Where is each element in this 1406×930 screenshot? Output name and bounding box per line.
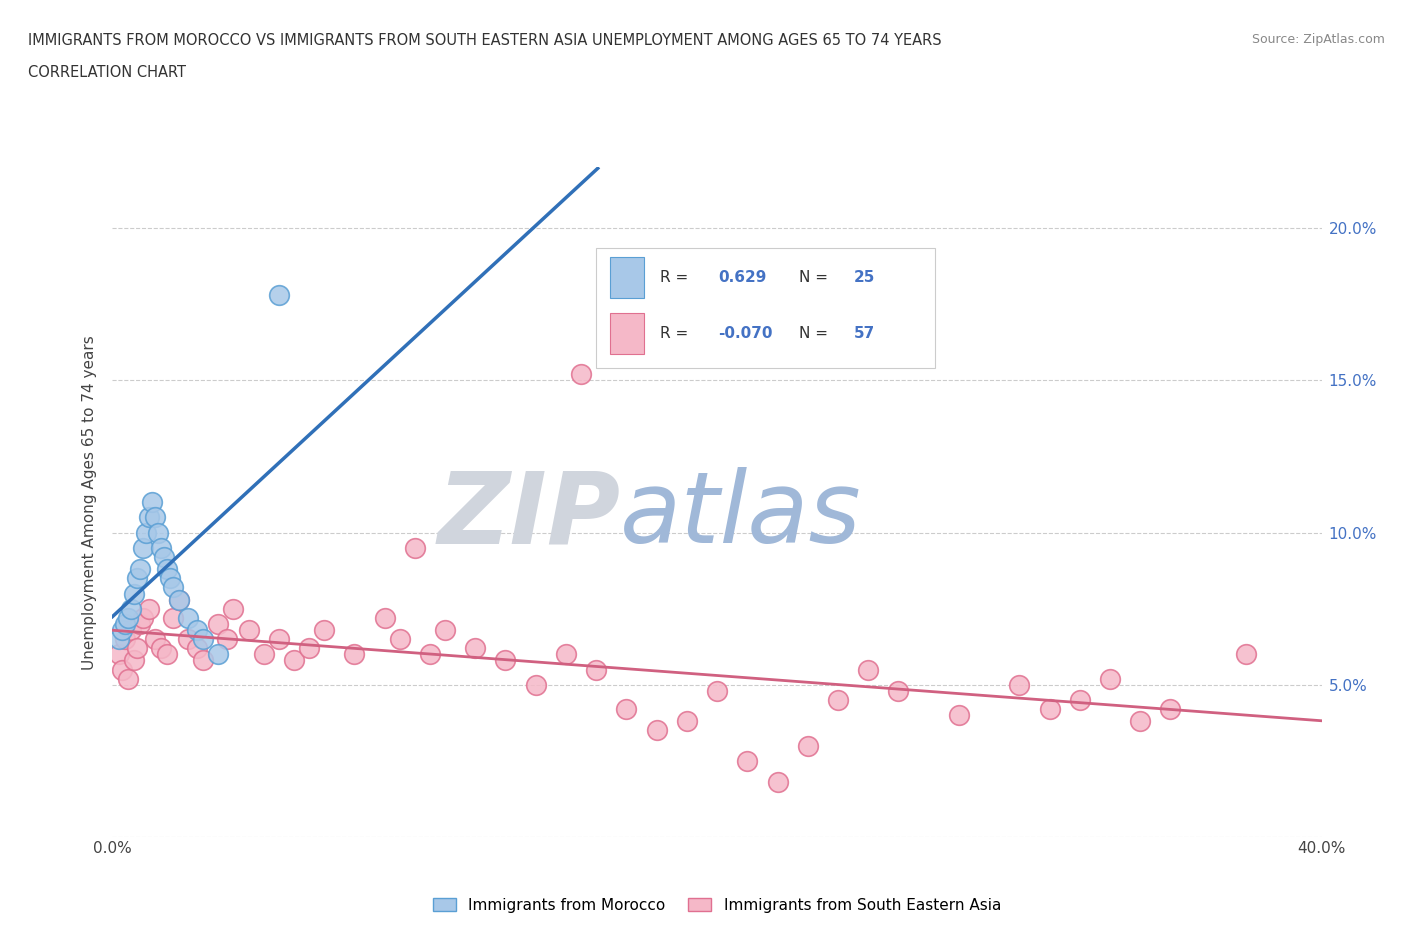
Point bbox=[153, 550, 176, 565]
Point bbox=[114, 617, 136, 631]
Text: Source: ZipAtlas.com: Source: ZipAtlas.com bbox=[1251, 33, 1385, 46]
Point bbox=[298, 641, 321, 656]
Point bbox=[128, 562, 150, 577]
Point bbox=[191, 631, 214, 646]
Point bbox=[207, 647, 229, 662]
Point bbox=[796, 738, 818, 753]
Point bbox=[207, 617, 229, 631]
Point bbox=[554, 647, 576, 662]
Point bbox=[162, 610, 184, 625]
Point bbox=[645, 723, 668, 737]
Point bbox=[135, 525, 157, 540]
Point bbox=[114, 631, 136, 646]
Point bbox=[766, 775, 789, 790]
Point bbox=[675, 714, 697, 729]
Point bbox=[856, 662, 880, 677]
Point bbox=[186, 641, 208, 656]
Point bbox=[122, 586, 145, 601]
Point bbox=[122, 653, 145, 668]
Point bbox=[128, 617, 150, 631]
Point bbox=[156, 647, 179, 662]
Point bbox=[117, 671, 139, 686]
Point bbox=[524, 677, 547, 692]
Point bbox=[1008, 677, 1031, 692]
Point bbox=[464, 641, 486, 656]
Point bbox=[132, 610, 155, 625]
Text: IMMIGRANTS FROM MOROCCO VS IMMIGRANTS FROM SOUTH EASTERN ASIA UNEMPLOYMENT AMONG: IMMIGRANTS FROM MOROCCO VS IMMIGRANTS FR… bbox=[28, 33, 942, 47]
Point bbox=[146, 525, 169, 540]
Point bbox=[110, 662, 132, 677]
Point bbox=[314, 622, 336, 637]
Point bbox=[149, 540, 172, 555]
Point bbox=[110, 622, 132, 637]
Point bbox=[132, 540, 155, 555]
Point bbox=[217, 631, 239, 646]
Point bbox=[374, 610, 396, 625]
Legend: Immigrants from Morocco, Immigrants from South Eastern Asia: Immigrants from Morocco, Immigrants from… bbox=[427, 892, 1007, 919]
Point bbox=[138, 510, 160, 525]
Text: atlas: atlas bbox=[620, 467, 862, 565]
Point bbox=[138, 602, 160, 617]
Point bbox=[283, 653, 305, 668]
Point bbox=[159, 571, 181, 586]
Point bbox=[1159, 702, 1181, 717]
Point bbox=[238, 622, 260, 637]
Point bbox=[191, 653, 214, 668]
Point bbox=[569, 367, 592, 382]
Point bbox=[1038, 702, 1062, 717]
Point bbox=[827, 693, 849, 708]
Point bbox=[1234, 647, 1257, 662]
Point bbox=[120, 622, 142, 637]
Point bbox=[120, 602, 142, 617]
Point bbox=[585, 662, 607, 677]
Point bbox=[388, 631, 411, 646]
Point bbox=[167, 592, 190, 607]
Point bbox=[143, 631, 166, 646]
Point bbox=[267, 631, 290, 646]
Point bbox=[404, 540, 426, 555]
Point bbox=[737, 753, 759, 768]
Y-axis label: Unemployment Among Ages 65 to 74 years: Unemployment Among Ages 65 to 74 years bbox=[82, 335, 97, 670]
Point bbox=[177, 631, 200, 646]
Point bbox=[117, 610, 139, 625]
Point bbox=[125, 641, 148, 656]
Point bbox=[1129, 714, 1152, 729]
Point bbox=[186, 622, 208, 637]
Point bbox=[156, 562, 179, 577]
Point bbox=[253, 647, 276, 662]
Point bbox=[222, 602, 245, 617]
Point bbox=[162, 580, 184, 595]
Point bbox=[948, 708, 970, 723]
Point bbox=[177, 610, 200, 625]
Point bbox=[887, 684, 910, 698]
Point bbox=[495, 653, 517, 668]
Point bbox=[125, 571, 148, 586]
Point bbox=[433, 622, 456, 637]
Point bbox=[107, 647, 129, 662]
Text: CORRELATION CHART: CORRELATION CHART bbox=[28, 65, 186, 80]
Point bbox=[149, 641, 172, 656]
Point bbox=[167, 592, 190, 607]
Point bbox=[107, 631, 129, 646]
Point bbox=[141, 495, 163, 510]
Point bbox=[616, 702, 638, 717]
Point bbox=[267, 287, 290, 302]
Point bbox=[419, 647, 441, 662]
Point bbox=[343, 647, 366, 662]
Point bbox=[143, 510, 166, 525]
Point bbox=[1069, 693, 1091, 708]
Point bbox=[1098, 671, 1121, 686]
Text: ZIP: ZIP bbox=[437, 467, 620, 565]
Point bbox=[706, 684, 728, 698]
